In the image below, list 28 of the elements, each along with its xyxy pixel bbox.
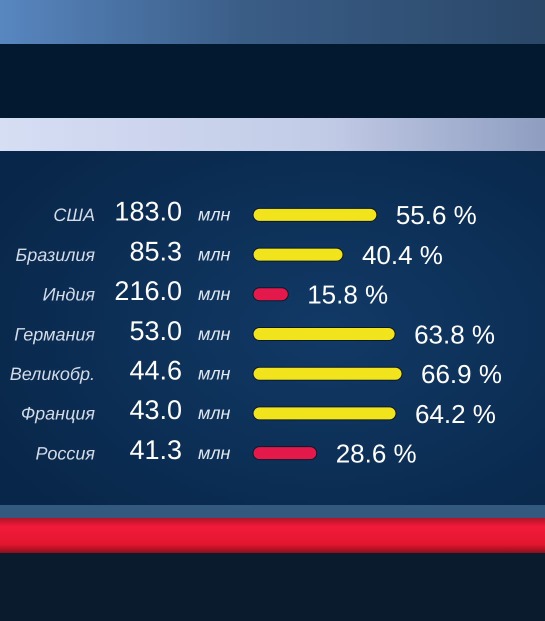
y-tick-label: США — [53, 205, 95, 226]
bar — [252, 287, 289, 302]
text: 44.6 млн — [129, 355, 230, 386]
data-label: 64.2 % — [414, 398, 496, 429]
bar — [252, 208, 378, 222]
bar — [252, 248, 344, 262]
text: 85.3 млн — [129, 236, 230, 266]
text: 183.0 млн — [114, 196, 230, 227]
text: 43.0 млн — [129, 395, 230, 426]
data-label: 28.6 % — [336, 438, 417, 469]
data-label: 63.8 % — [414, 319, 496, 350]
bar — [252, 366, 402, 381]
y-tick-label: Франция — [20, 404, 96, 424]
data-label: 40.4 % — [362, 240, 443, 270]
text: 53.0 млн — [129, 316, 230, 346]
y-tick-label: Великобр. — [10, 364, 95, 384]
text: 41.3 млн — [129, 434, 230, 465]
data-label: 66.9 % — [421, 359, 502, 390]
y-tick-label: Индия — [42, 284, 96, 305]
data-label: 15.8 % — [307, 280, 388, 310]
text: 216.0 млн — [114, 276, 230, 306]
y-tick-label: Бразилия — [16, 244, 96, 265]
y-tick-label: Россия — [36, 443, 96, 464]
bar — [252, 406, 396, 420]
data-label: 55.6 % — [396, 200, 477, 230]
bar — [252, 327, 396, 341]
y-tick-label: Германия — [14, 324, 96, 344]
bar — [252, 446, 318, 460]
